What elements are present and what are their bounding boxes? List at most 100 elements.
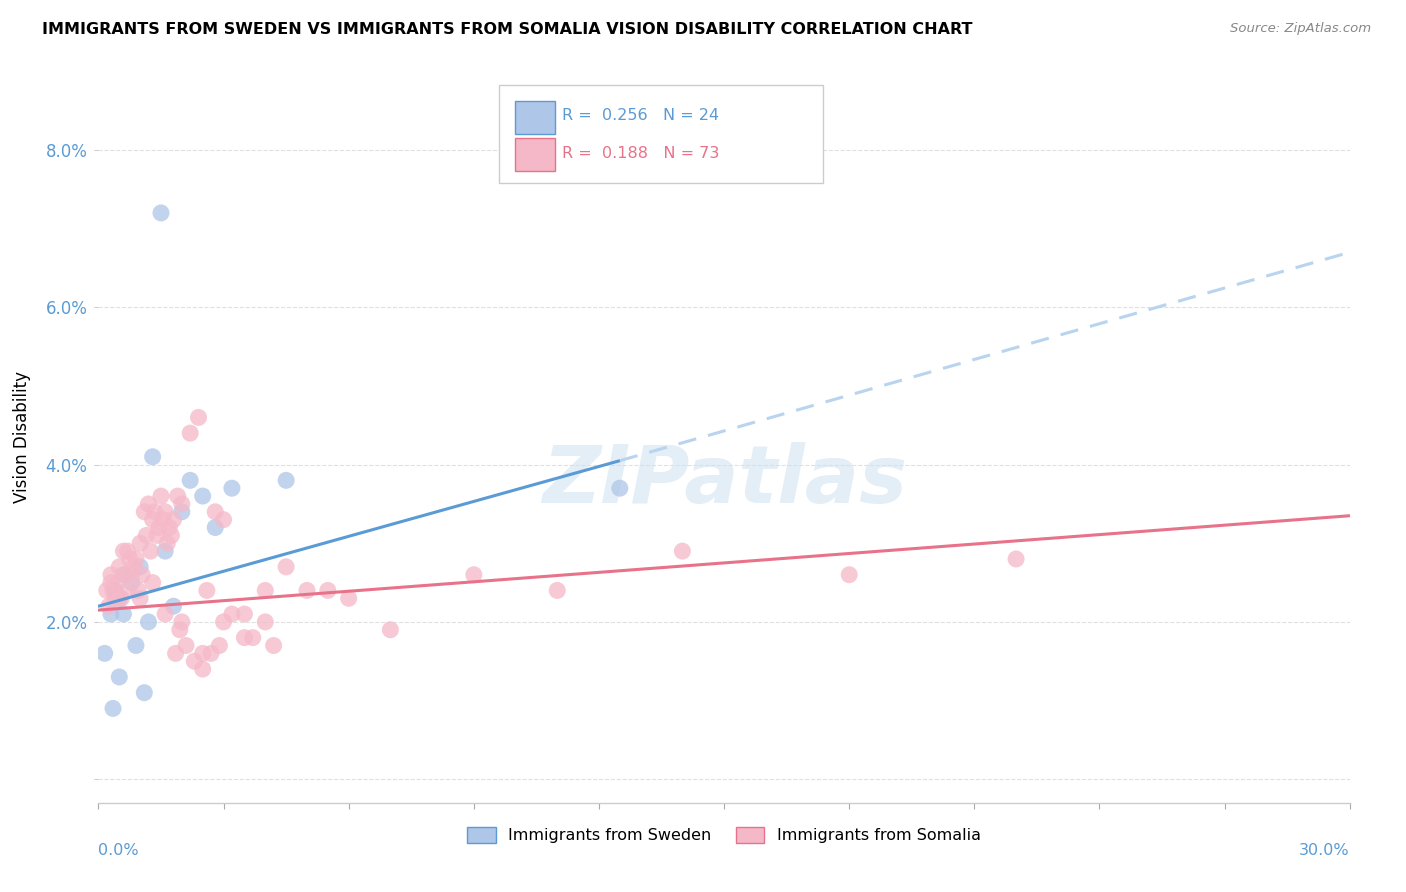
Point: [295, 583, 318, 598]
Point: [138, 615, 160, 629]
Point: [125, 552, 148, 566]
Text: R =  0.188   N = 73: R = 0.188 N = 73: [562, 145, 720, 161]
Point: [242, 631, 264, 645]
Point: [254, 615, 277, 629]
Point: [101, 701, 124, 715]
Point: [122, 559, 145, 574]
Point: [838, 567, 860, 582]
Point: [93, 646, 115, 660]
Point: [221, 607, 243, 621]
Point: [129, 591, 152, 606]
Point: [117, 583, 139, 598]
Point: [129, 536, 152, 550]
Point: [96, 583, 118, 598]
Point: [162, 599, 184, 614]
Point: [671, 544, 693, 558]
Point: [108, 559, 131, 574]
Point: [112, 607, 135, 621]
Point: [1005, 552, 1028, 566]
Text: Source: ZipAtlas.com: Source: ZipAtlas.com: [1230, 22, 1371, 36]
Text: 0.0%: 0.0%: [98, 843, 139, 858]
Point: [263, 639, 285, 653]
Point: [100, 567, 122, 582]
Point: [170, 505, 193, 519]
Point: [97, 599, 120, 614]
Point: [191, 662, 214, 676]
Point: [316, 583, 339, 598]
Point: [100, 575, 122, 590]
Point: [174, 639, 197, 653]
Point: [150, 489, 173, 503]
Point: [153, 505, 176, 519]
Point: [609, 481, 631, 495]
Point: [125, 639, 148, 653]
Point: [212, 615, 235, 629]
Point: [101, 583, 124, 598]
Point: [108, 591, 131, 606]
Point: [165, 646, 187, 660]
Point: [254, 583, 277, 598]
Point: [105, 575, 128, 590]
Point: [131, 567, 153, 582]
Point: [546, 583, 568, 598]
Point: [233, 607, 256, 621]
Point: [179, 426, 201, 441]
Point: [160, 528, 183, 542]
Point: [200, 646, 222, 660]
Y-axis label: Vision Disability: Vision Disability: [14, 371, 31, 503]
Point: [134, 686, 156, 700]
Point: [104, 583, 127, 598]
Point: [170, 615, 193, 629]
Point: [380, 623, 402, 637]
Text: IMMIGRANTS FROM SWEDEN VS IMMIGRANTS FROM SOMALIA VISION DISABILITY CORRELATION : IMMIGRANTS FROM SWEDEN VS IMMIGRANTS FRO…: [42, 22, 973, 37]
Point: [121, 575, 143, 590]
Point: [142, 575, 165, 590]
Text: 30.0%: 30.0%: [1299, 843, 1350, 858]
Point: [162, 513, 184, 527]
Point: [179, 473, 201, 487]
Point: [117, 544, 139, 558]
Point: [121, 567, 143, 582]
Point: [463, 567, 485, 582]
Point: [153, 607, 176, 621]
Point: [129, 559, 152, 574]
Point: [112, 544, 135, 558]
Point: [191, 646, 214, 660]
Point: [337, 591, 360, 606]
Point: [274, 473, 298, 487]
Point: [208, 639, 231, 653]
Point: [138, 497, 160, 511]
Point: [139, 544, 162, 558]
Point: [212, 513, 235, 527]
Legend: Immigrants from Sweden, Immigrants from Somalia: Immigrants from Sweden, Immigrants from …: [461, 821, 987, 850]
Point: [143, 505, 166, 519]
Point: [169, 623, 191, 637]
Point: [108, 591, 131, 606]
Point: [170, 497, 193, 511]
Point: [157, 520, 180, 534]
Point: [204, 520, 226, 534]
Point: [204, 505, 226, 519]
Point: [142, 513, 165, 527]
Point: [152, 513, 174, 527]
Point: [274, 559, 298, 574]
Point: [233, 631, 256, 645]
Text: R =  0.256   N = 24: R = 0.256 N = 24: [562, 108, 720, 123]
Point: [195, 583, 218, 598]
Point: [183, 654, 205, 668]
Point: [191, 489, 214, 503]
Point: [150, 206, 173, 220]
Point: [156, 536, 179, 550]
Point: [187, 410, 209, 425]
Point: [112, 567, 135, 582]
Point: [221, 481, 243, 495]
Text: ZIPatlas: ZIPatlas: [541, 442, 907, 520]
Point: [127, 583, 149, 598]
Point: [166, 489, 188, 503]
Point: [134, 505, 156, 519]
Point: [108, 670, 131, 684]
Point: [135, 528, 157, 542]
Point: [118, 552, 141, 566]
Point: [100, 607, 122, 621]
Point: [153, 544, 176, 558]
